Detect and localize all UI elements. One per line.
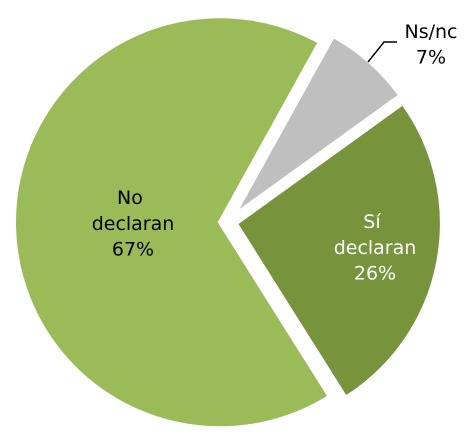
slice-label: Ns/nc <box>404 21 457 43</box>
slice-value-label: 67% <box>112 239 154 261</box>
pie-slice <box>12 14 333 431</box>
label-line: Ns/nc <box>404 21 457 43</box>
label-line: No <box>117 187 149 209</box>
label-line: Sí <box>363 211 386 233</box>
label-line: declaran <box>92 213 175 235</box>
slice-value-label: 7% <box>416 47 446 69</box>
slice-value-label: 26% <box>354 263 396 285</box>
leader-line <box>367 41 397 63</box>
pie-slice <box>231 33 404 218</box>
label-line: declaran <box>334 237 417 259</box>
pie-slice <box>233 100 444 401</box>
slice-label: No declaran <box>92 187 175 235</box>
slice-label: Sí declaran <box>334 211 417 259</box>
